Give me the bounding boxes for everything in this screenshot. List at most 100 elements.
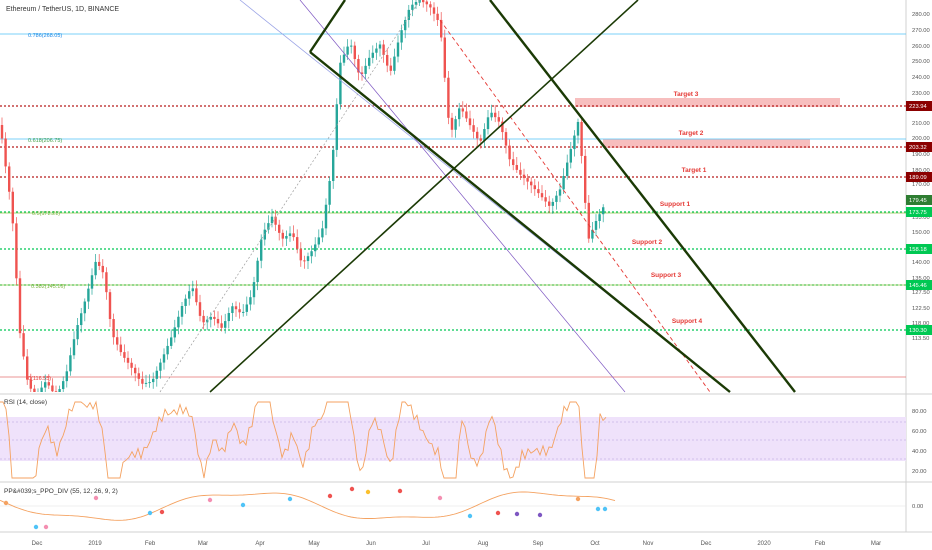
time-tick: Mar	[198, 541, 208, 547]
candle-body	[386, 54, 389, 66]
ppo-marker	[43, 524, 49, 530]
candle-body	[76, 325, 79, 340]
candle-body	[249, 297, 252, 305]
candle-body	[54, 391, 58, 392]
wedge-upper-line	[489, 0, 796, 393]
candle-body	[548, 201, 551, 206]
price-tick: 155.00	[912, 215, 930, 221]
target-zone	[603, 139, 810, 148]
price-badge	[906, 280, 932, 290]
time-tick: Jun	[366, 541, 376, 547]
candle-body	[450, 117, 454, 130]
candle-body	[303, 260, 306, 262]
candle-body	[389, 65, 392, 71]
candle-body	[22, 333, 25, 357]
candle-body	[368, 57, 371, 66]
ppo-marker	[33, 524, 39, 530]
candle-body	[468, 118, 472, 126]
candle-body	[465, 111, 468, 119]
price-badge	[906, 142, 932, 152]
candle-body	[267, 223, 270, 230]
candle-body	[155, 370, 158, 379]
ppo-marker	[397, 488, 403, 494]
zone-label: Target 1	[682, 167, 707, 174]
rsi-tick: 80.00	[912, 409, 927, 415]
time-tick: Nov	[643, 541, 654, 547]
candle-body	[216, 318, 220, 324]
candle-body	[508, 145, 511, 160]
candle-body	[332, 149, 335, 181]
candle-body	[314, 244, 317, 252]
candle-body	[310, 251, 313, 257]
candle-body	[101, 265, 104, 273]
trend-line	[309, 0, 346, 53]
candle-body	[580, 121, 583, 156]
candle-body	[504, 132, 508, 146]
candle-body	[170, 337, 173, 346]
candle-body	[130, 362, 133, 368]
ppo-marker	[240, 502, 246, 508]
candle-body	[180, 305, 184, 317]
candle-body	[0, 125, 4, 139]
candle-body	[40, 387, 43, 392]
fib-label: 0.618(206.75)	[28, 138, 62, 144]
time-tick: May	[308, 541, 319, 547]
candle-body	[551, 201, 554, 206]
candle-body	[260, 239, 263, 261]
fib-label: 0.5(172.21)	[32, 211, 60, 217]
dashed-trend	[159, 0, 421, 393]
ppo-label: PP&#039;s_PPO_DIV (55, 12, 26, 9, 2)	[4, 488, 118, 495]
ppo-line	[0, 491, 616, 521]
candle-body	[501, 121, 504, 133]
price-tick: 113.50	[912, 336, 929, 342]
candle-body	[342, 54, 346, 63]
target-zone	[575, 98, 840, 107]
chart-title: Ethereum / TetherUS, 1D, BINANCE	[6, 6, 120, 13]
price-tick: 250.00	[912, 59, 930, 65]
price-badge-label: 179.45	[909, 198, 927, 204]
zone-label: Target 2	[679, 130, 704, 137]
time-tick: Jul	[422, 541, 430, 547]
candle-body	[288, 233, 292, 237]
ppo-marker	[467, 513, 473, 519]
zone-label: Support 1	[660, 201, 691, 208]
candle-body	[360, 72, 364, 74]
price-tick: 118.00	[912, 321, 929, 327]
candle-body	[62, 381, 65, 390]
candle-body	[152, 378, 155, 383]
candle-body	[407, 9, 410, 20]
candle-body	[476, 131, 479, 139]
candle-body	[134, 367, 137, 374]
ppo-marker	[159, 509, 165, 515]
candle-body	[141, 378, 144, 384]
rsi-label: RSI (14, close)	[4, 399, 47, 406]
fib-label: 0.382(145.16)	[31, 284, 65, 290]
candle-body	[292, 233, 295, 238]
ppo-marker	[327, 493, 333, 499]
candle-body	[544, 197, 547, 202]
candle-body	[353, 45, 356, 60]
candle-body	[137, 373, 140, 379]
candle-body	[479, 138, 482, 141]
price-badge	[906, 172, 932, 182]
candle-body	[558, 189, 562, 196]
candle-body	[512, 159, 515, 166]
candle-body	[443, 37, 446, 78]
fib-label: 0.786(268.05)	[28, 33, 62, 39]
time-tick: Oct	[590, 541, 600, 547]
ppo-tick: 0.00	[912, 504, 923, 510]
candle-body	[414, 1, 418, 5]
candle-body	[335, 104, 338, 150]
price-tick: 140.00	[912, 260, 930, 266]
candle-body	[184, 298, 187, 306]
candle-body	[357, 59, 360, 73]
candle-body	[94, 261, 97, 276]
zone-label: Support 4	[672, 318, 703, 325]
price-badge-label: 189.09	[909, 175, 927, 181]
candle-body	[11, 191, 14, 224]
candle-body	[346, 46, 349, 55]
candle-body	[65, 371, 68, 382]
candle-body	[83, 301, 86, 314]
candle-body	[598, 214, 601, 221]
candle-body	[519, 169, 522, 175]
